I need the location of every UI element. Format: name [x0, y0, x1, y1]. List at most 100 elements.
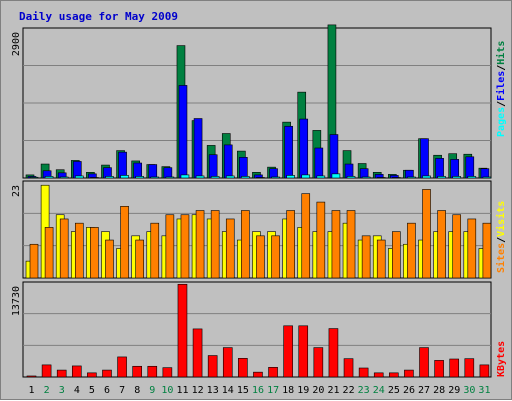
x-tick-label: 4 [74, 385, 80, 396]
x-tick-label: 15 [237, 385, 249, 396]
bar-files [450, 159, 460, 179]
bar-kbytes [298, 325, 309, 378]
bar-files [314, 147, 324, 179]
chart-title: Daily usage for May 2009 [19, 10, 178, 23]
bar-kbytes [117, 356, 127, 378]
bar-kbytes [102, 369, 112, 378]
bar-pages [90, 177, 99, 179]
bar-files [239, 157, 248, 179]
x-tick-label: 11 [176, 385, 188, 396]
x-tick-label: 8 [134, 385, 140, 396]
bar-kbytes [419, 347, 429, 378]
bar-kbytes [192, 328, 203, 378]
bar-files [269, 168, 278, 179]
legend-pages-files-hits-part: / [496, 101, 507, 107]
y-max-label: 13730 [11, 286, 22, 316]
x-tick-label: 19 [297, 385, 309, 396]
x-tick-label: 14 [222, 385, 234, 396]
x-tick-label: 22 [343, 385, 355, 396]
bar-sites [225, 218, 235, 279]
bar-sites [29, 243, 39, 279]
bar-kbytes [479, 364, 490, 378]
legend-pages-files-hits-part: Pages [496, 107, 507, 137]
bar-kbytes [343, 358, 354, 378]
x-tick-label: 12 [192, 385, 204, 396]
legend-pages-files-hits-part: / [496, 65, 507, 71]
bar-kbytes [56, 369, 67, 378]
bar-pages [135, 176, 144, 179]
bar-pages [286, 175, 295, 179]
bar-pages [165, 176, 175, 179]
x-tick-label: 16 [252, 385, 264, 396]
bar-sites [44, 227, 54, 279]
bar-sites [452, 214, 462, 279]
legend-pages-files-hits: Pages/Files/Hits [495, 41, 507, 137]
bar-files [435, 158, 444, 179]
x-tick-label: 25 [388, 385, 400, 396]
bar-kbytes [268, 367, 278, 378]
x-tick-label: 20 [312, 385, 324, 396]
bar-pages [225, 175, 235, 179]
bar-sites [105, 239, 114, 279]
bar-sites [392, 231, 401, 279]
bar-files [148, 164, 158, 179]
legend-sites-visits-part: / [496, 237, 507, 243]
x-tick-label: 31 [478, 385, 490, 396]
x-tick-label: 6 [104, 385, 110, 396]
bar-kbytes [162, 367, 173, 378]
x-tick-label: 26 [403, 385, 415, 396]
bar-files [465, 156, 475, 179]
bar-files [420, 138, 429, 179]
bar-kbytes [207, 355, 218, 378]
bar-pages [120, 175, 129, 179]
bar-files [193, 118, 203, 179]
bar-sites [331, 210, 341, 279]
bar-kbytes [253, 371, 263, 378]
bar-sites [437, 210, 446, 279]
bar-kbytes [177, 283, 188, 378]
bar-sites [301, 193, 311, 279]
bar-pages [44, 176, 54, 179]
bar-pages [467, 176, 477, 179]
x-tick-label: 24 [373, 385, 385, 396]
x-tick-label: 3 [59, 385, 65, 396]
bar-kbytes [389, 372, 399, 378]
bar-sites [135, 239, 144, 279]
bar-pages [59, 176, 69, 179]
bar-pages [241, 176, 250, 179]
bar-sites [361, 235, 371, 279]
bar-pages [331, 173, 341, 179]
bar-kbytes [71, 365, 82, 378]
x-tick-label: 1 [29, 385, 35, 396]
x-tick-label: 30 [463, 385, 475, 396]
bar-files [72, 161, 82, 179]
bar-files [344, 163, 354, 179]
legend-sites-visits-part: Sites [495, 243, 507, 273]
legend-sites-visits-part: Visits [495, 201, 507, 237]
bar-sites [210, 210, 220, 279]
bar-pages [150, 176, 160, 179]
bar-files [178, 85, 188, 179]
bar-pages [105, 176, 114, 179]
legend-kbytes: KBytes [496, 341, 507, 377]
bar-kbytes [449, 358, 460, 378]
x-tick-label: 28 [433, 385, 445, 396]
bar-files [133, 162, 142, 179]
bar-pages [361, 176, 371, 179]
bar-files [329, 134, 339, 179]
bar-kbytes [222, 347, 233, 378]
x-tick-label: 9 [149, 385, 155, 396]
bar-pages [301, 174, 311, 179]
x-tick-label: 17 [267, 385, 279, 396]
bar-files [223, 144, 233, 179]
bar-kbytes [41, 364, 52, 378]
x-tick-label: 29 [448, 385, 460, 396]
bar-sites [150, 222, 160, 279]
bar-sites [271, 235, 280, 279]
bar-pages [29, 176, 39, 179]
bar-files [299, 118, 309, 179]
bar-kbytes [132, 365, 142, 378]
bar-sites [256, 235, 265, 279]
x-tick-label: 18 [282, 385, 294, 396]
bar-sites [241, 210, 250, 279]
